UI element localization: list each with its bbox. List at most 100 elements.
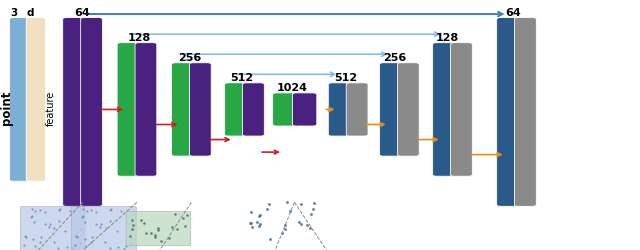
FancyBboxPatch shape [515,18,536,206]
Point [264,202,274,206]
Text: 3: 3 [10,8,17,18]
Point [49,226,60,230]
Point [78,214,88,218]
Point [136,218,146,222]
Point [296,222,306,226]
FancyBboxPatch shape [72,207,136,250]
Point [140,221,150,225]
Point [62,245,72,249]
Point [30,209,40,213]
Point [26,215,36,219]
Text: point: point [0,90,13,124]
Point [79,220,90,224]
Text: d: d [26,8,34,18]
FancyArrowPatch shape [101,108,122,112]
Point [53,246,63,250]
FancyBboxPatch shape [189,64,211,156]
Text: 256: 256 [383,52,406,62]
Point [156,239,166,243]
Point [54,208,64,212]
Point [308,201,319,205]
FancyBboxPatch shape [380,64,401,156]
FancyArrowPatch shape [156,123,176,127]
Point [28,237,38,241]
FancyArrowPatch shape [180,53,386,57]
Point [77,215,87,219]
Text: 128: 128 [435,32,458,42]
Point [285,209,296,213]
Text: 512: 512 [334,72,357,83]
Point [246,221,256,225]
FancyBboxPatch shape [26,18,45,182]
Point [170,212,180,216]
Point [49,240,59,244]
FancyArrowPatch shape [211,138,229,142]
FancyBboxPatch shape [81,18,102,206]
Point [280,223,290,227]
Point [78,207,88,211]
Point [127,228,137,232]
FancyBboxPatch shape [172,64,193,156]
Point [154,226,164,230]
Point [35,208,45,212]
Point [146,231,156,235]
Point [153,228,163,232]
Point [40,222,51,226]
Point [247,226,257,230]
Point [105,219,115,223]
Point [255,222,266,226]
Point [121,244,131,248]
FancyArrowPatch shape [419,138,437,142]
Point [253,224,264,228]
Point [92,222,102,226]
Point [100,240,110,244]
Point [296,202,307,206]
FancyBboxPatch shape [292,94,317,126]
Point [294,220,305,224]
Point [70,243,80,247]
Point [19,243,29,247]
Point [91,210,101,214]
FancyBboxPatch shape [328,84,350,136]
Point [140,231,150,235]
Text: 64: 64 [506,8,522,18]
Point [87,235,97,239]
Point [54,219,64,223]
Point [126,241,136,245]
Point [262,208,273,212]
FancyBboxPatch shape [10,18,29,182]
Point [68,246,78,250]
FancyBboxPatch shape [135,44,157,176]
Point [266,237,276,241]
Point [106,207,116,211]
Point [119,246,129,250]
FancyBboxPatch shape [20,207,85,250]
Point [277,231,287,235]
FancyArrowPatch shape [326,108,333,112]
Point [124,234,134,238]
Point [246,210,256,214]
Point [29,244,40,248]
FancyArrowPatch shape [366,123,384,127]
Text: 512: 512 [230,72,253,83]
Point [72,235,83,239]
Point [105,208,115,212]
Point [36,235,46,239]
Point [302,223,312,227]
Point [282,201,292,205]
Point [244,221,255,225]
Point [21,235,31,239]
Point [28,220,38,224]
Point [86,240,97,244]
Point [164,236,175,240]
Point [127,227,138,231]
FancyBboxPatch shape [451,44,472,176]
Point [71,234,81,238]
FancyBboxPatch shape [126,212,191,246]
Point [35,240,45,244]
Point [127,218,138,222]
Point [111,229,122,233]
Point [45,222,55,226]
Point [306,212,316,216]
Text: 128: 128 [128,32,151,42]
